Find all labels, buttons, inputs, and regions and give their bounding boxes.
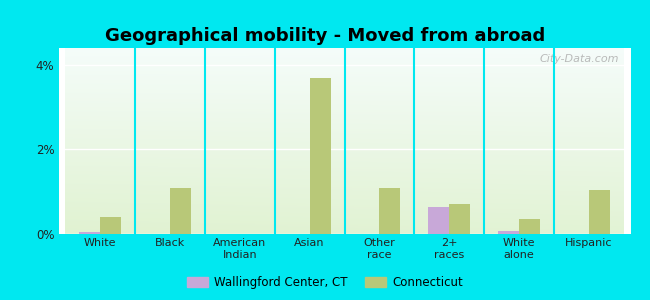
Bar: [79, 232, 100, 234]
Bar: [498, 231, 519, 234]
Bar: [309, 78, 331, 234]
Bar: [380, 188, 400, 234]
Bar: [449, 204, 470, 234]
Text: Geographical mobility - Moved from abroad: Geographical mobility - Moved from abroa…: [105, 27, 545, 45]
Bar: [100, 217, 122, 234]
Bar: [428, 206, 449, 234]
Bar: [170, 188, 191, 234]
Bar: [519, 219, 540, 234]
Legend: Wallingford Center, CT, Connecticut: Wallingford Center, CT, Connecticut: [182, 272, 468, 294]
Text: City-Data.com: City-Data.com: [540, 54, 619, 64]
Bar: [589, 190, 610, 234]
